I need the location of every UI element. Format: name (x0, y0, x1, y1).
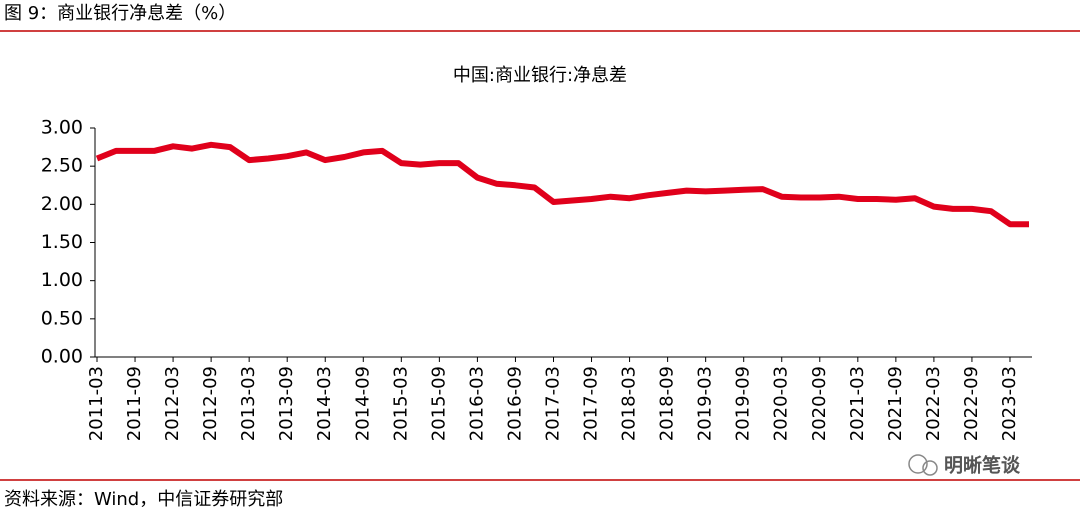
x-tick-label: 2016-03 (466, 366, 487, 441)
x-tick-label: 2011-09 (124, 366, 145, 441)
figure-title: 图 9：商业银行净息差（%） (4, 3, 236, 24)
watermark: 明晰笔谈 (944, 454, 1021, 477)
x-tick-label: 2021-09 (885, 366, 906, 441)
data-line (95, 141, 1029, 228)
x-tick-label: 2011-03 (86, 366, 107, 441)
chart-title: 中国:商业银行:净息差 (453, 65, 627, 86)
x-tick-label: 2014-03 (314, 366, 335, 441)
x-tick-label: 2021-03 (847, 366, 868, 441)
source: 资料来源：Wind，中信证券研究部 (4, 489, 283, 510)
x-tick-label: 2019-03 (695, 366, 716, 441)
watermark-icon (908, 454, 938, 476)
x-tick-label: 2017-03 (542, 366, 563, 441)
y-tick-label: 2.50 (41, 155, 83, 177)
x-tick-label: 2022-03 (923, 366, 944, 441)
x-tick-label: 2014-09 (352, 366, 373, 441)
x-tick-label: 2018-03 (619, 366, 640, 441)
x-tick-label: 2020-09 (809, 366, 830, 441)
x-tick-label: 2015-09 (428, 366, 449, 441)
x-tick-label: 2012-09 (200, 366, 221, 441)
x-tick-label: 2016-09 (504, 366, 525, 441)
y-tick-label: 1.00 (41, 269, 83, 291)
x-tick-label: 2015-03 (390, 366, 411, 441)
x-tick-label: 2013-03 (238, 366, 259, 441)
x-tick-label: 2020-03 (771, 366, 792, 441)
y-tick-label: 1.50 (41, 231, 83, 253)
x-tick-label: 2017-09 (581, 366, 602, 441)
x-tick-label: 2018-09 (657, 366, 678, 441)
x-tick-label: 2023-03 (999, 366, 1020, 441)
x-tick-label: 2012-03 (162, 366, 183, 441)
x-tick-label: 2022-09 (961, 366, 982, 441)
y-tick-label: 3.00 (41, 117, 83, 139)
y-tick-label: 0.00 (41, 346, 83, 368)
y-tick-label: 2.00 (41, 193, 83, 215)
x-tick-label: 2013-09 (276, 366, 297, 441)
y-tick-label: 0.50 (41, 307, 83, 329)
x-tick-label: 2019-09 (733, 366, 754, 441)
